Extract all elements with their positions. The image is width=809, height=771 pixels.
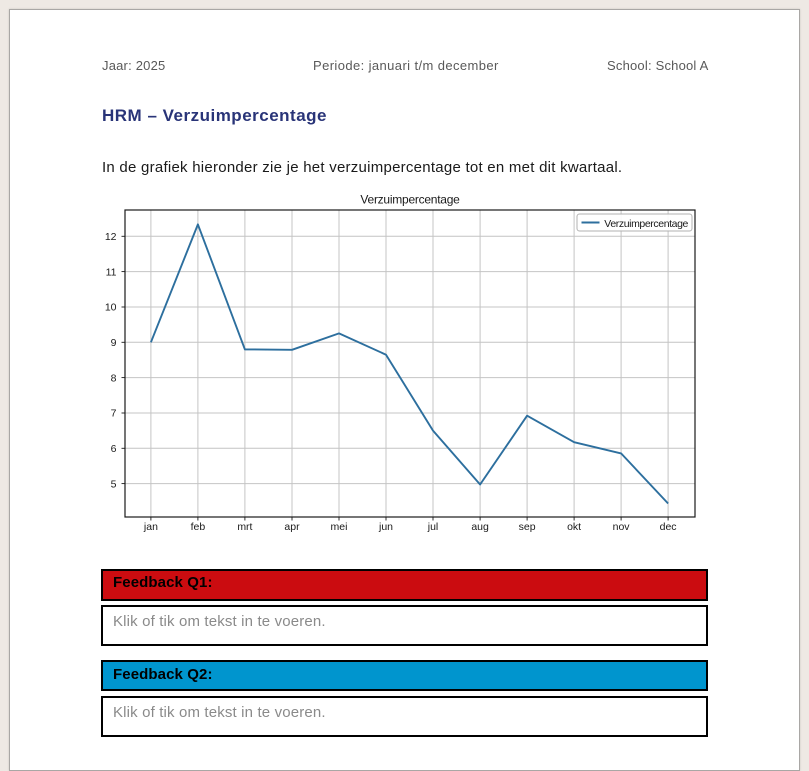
svg-text:feb: feb [191, 521, 206, 533]
svg-text:8: 8 [111, 372, 117, 384]
svg-text:jul: jul [427, 521, 439, 533]
svg-text:Verzuimpercentage: Verzuimpercentage [360, 193, 460, 207]
svg-text:12: 12 [105, 231, 117, 243]
svg-text:mei: mei [331, 521, 348, 533]
svg-text:apr: apr [284, 521, 300, 533]
svg-text:nov: nov [613, 521, 631, 533]
svg-text:11: 11 [106, 266, 117, 278]
svg-text:aug: aug [471, 521, 489, 533]
svg-text:dec: dec [660, 521, 677, 533]
svg-text:jan: jan [143, 521, 158, 533]
svg-text:5: 5 [111, 478, 117, 490]
svg-text:6: 6 [111, 443, 117, 455]
svg-text:sep: sep [519, 521, 536, 533]
svg-text:9: 9 [111, 337, 117, 349]
svg-text:10: 10 [105, 302, 117, 314]
svg-text:okt: okt [567, 521, 581, 533]
svg-text:7: 7 [111, 408, 117, 420]
svg-text:mrt: mrt [237, 521, 252, 533]
svg-text:Verzuimpercentage: Verzuimpercentage [604, 218, 688, 230]
svg-text:jun: jun [378, 521, 393, 533]
